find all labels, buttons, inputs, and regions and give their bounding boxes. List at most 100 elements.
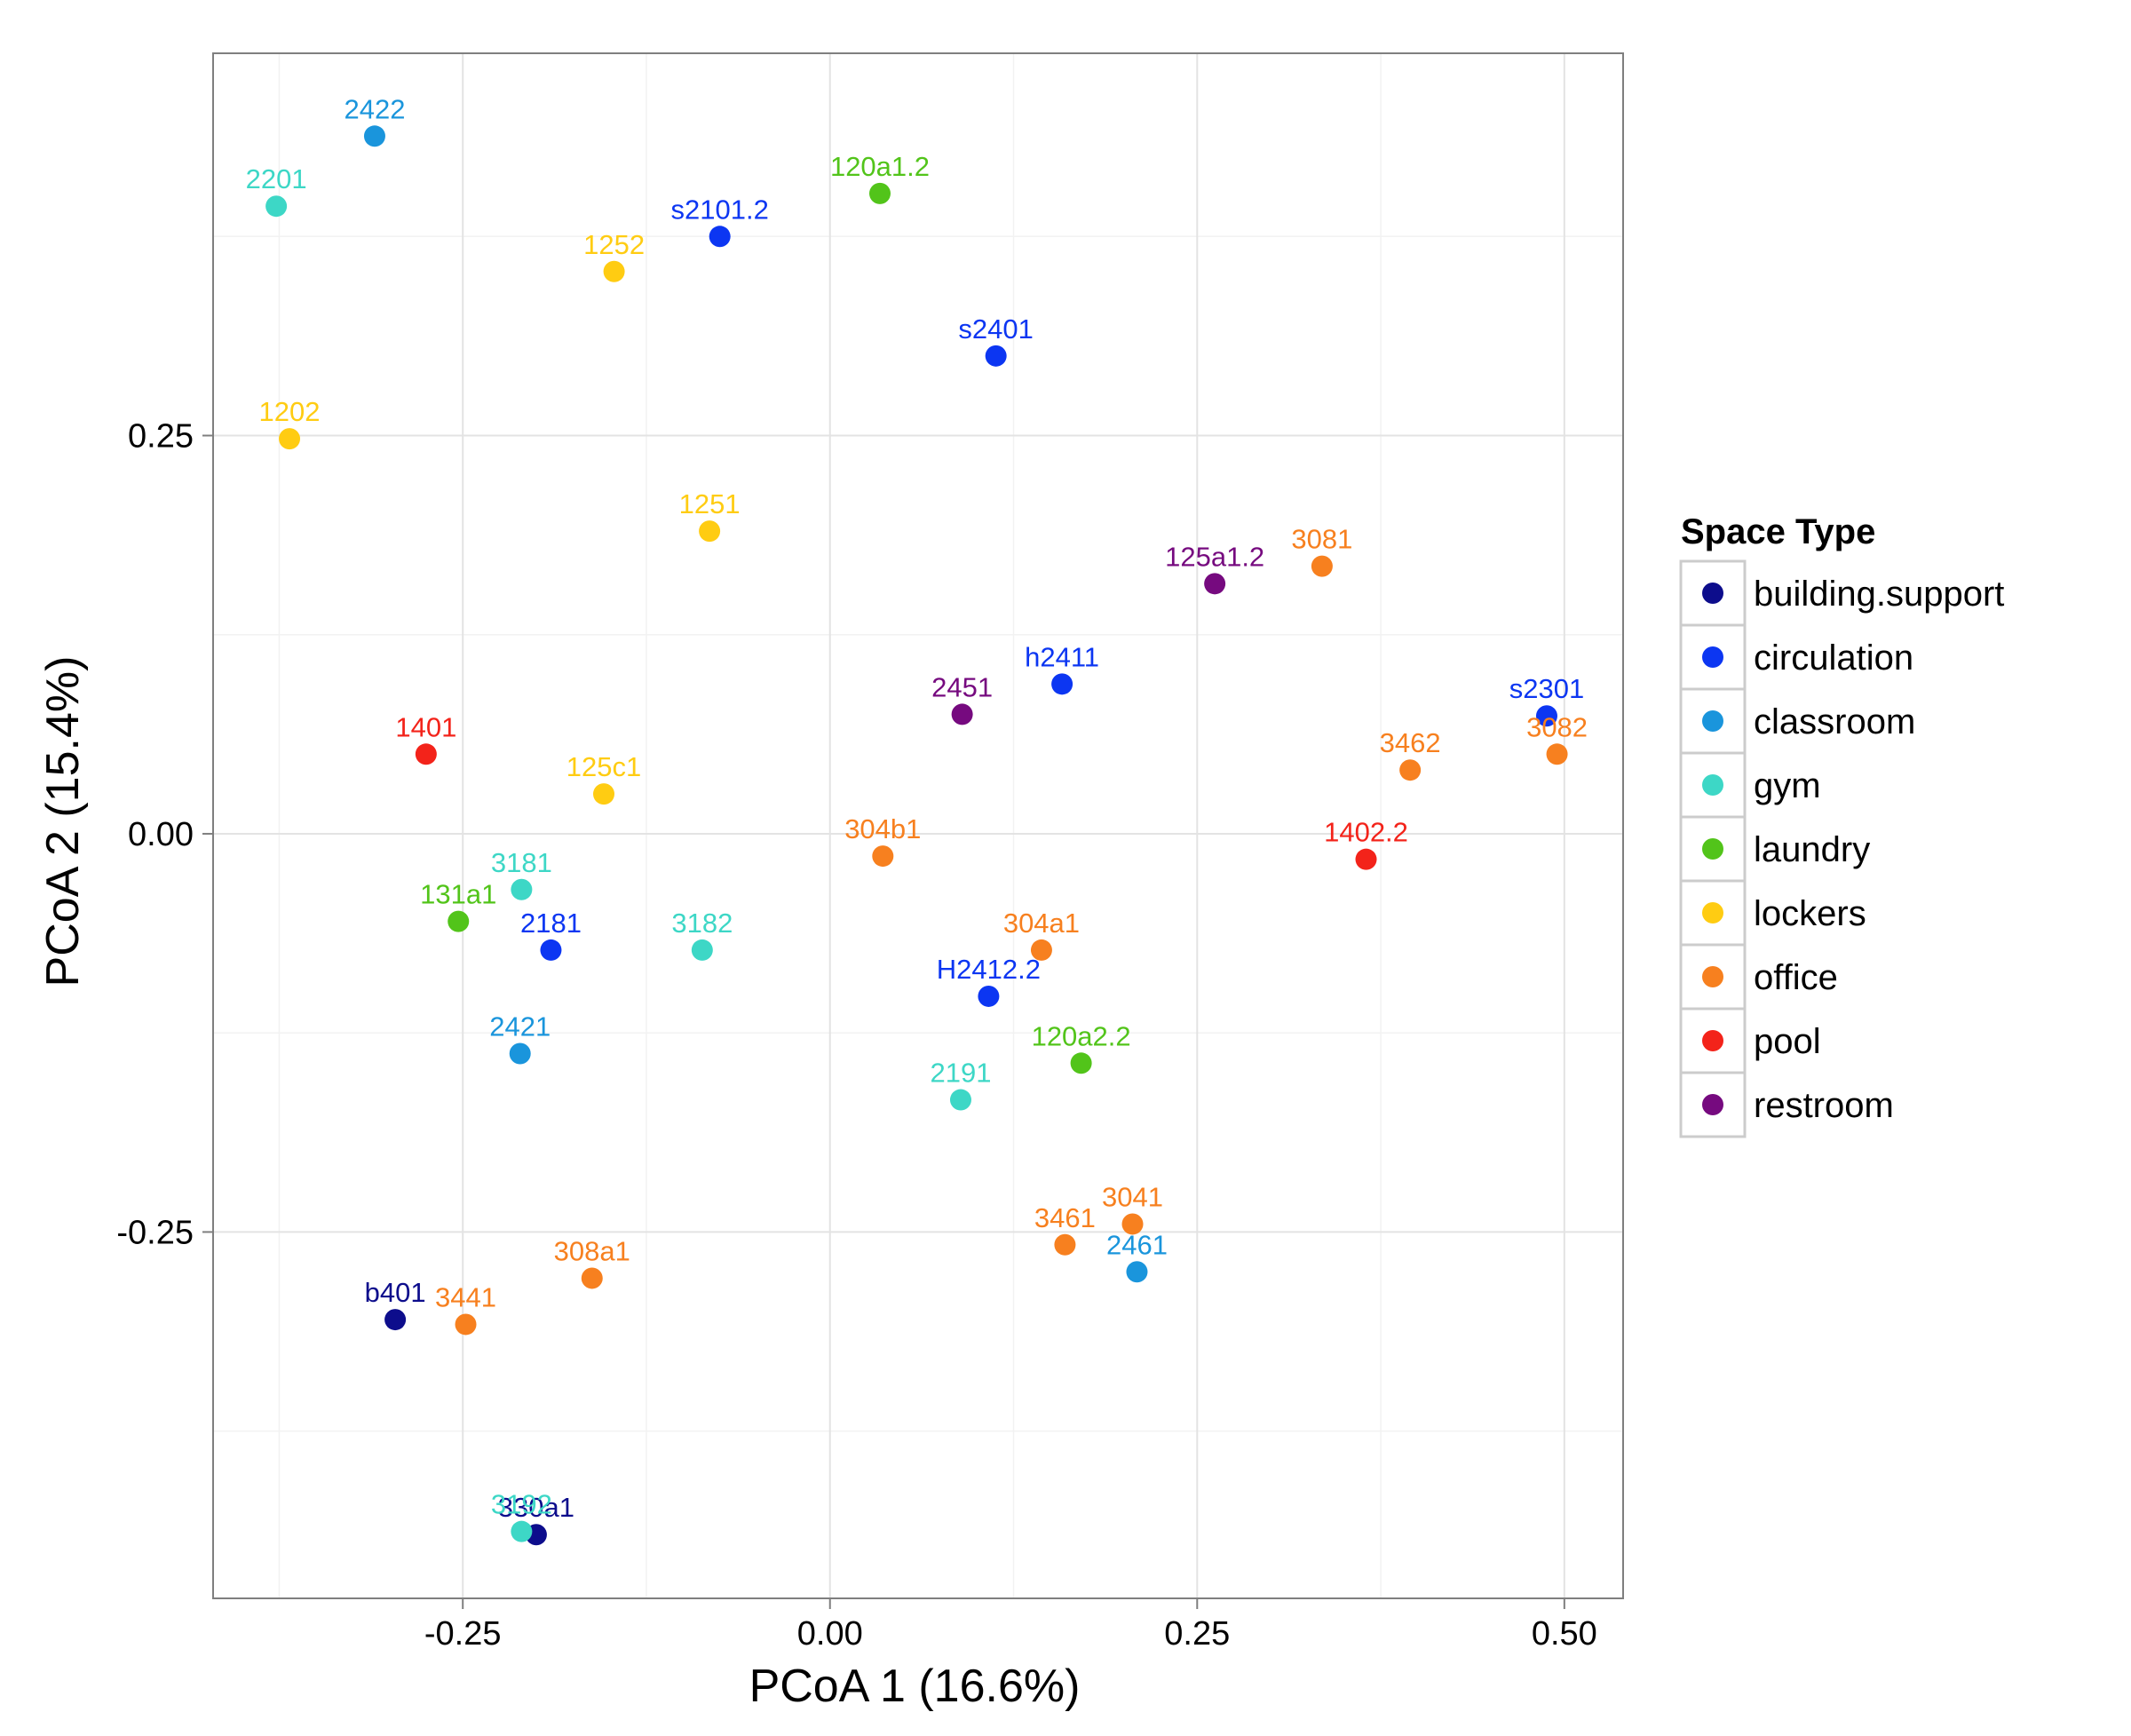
legend-key [1679, 1071, 1747, 1138]
point-label: 3041 [1102, 1181, 1163, 1212]
legend-label: laundry [1754, 830, 1870, 869]
data-point [593, 783, 615, 805]
legend: Space Type building.support circulation cla… [1679, 512, 2004, 1138]
legend-label: lockers [1754, 894, 1866, 933]
point-label: h2411 [1025, 641, 1099, 672]
point-label: 1252 [583, 229, 645, 260]
point-label: 3192 [491, 1489, 552, 1520]
point-label: 2181 [520, 908, 582, 939]
data-point [1204, 573, 1226, 595]
point-label: 125c1 [566, 751, 641, 782]
point-label: b401 [365, 1277, 426, 1308]
legend-label: office [1754, 958, 1838, 997]
data-point [691, 939, 713, 961]
point-label: 3181 [491, 847, 552, 878]
point-label: 304b1 [844, 813, 921, 844]
point-label: s2301 [1509, 673, 1584, 704]
axes: -0.25 0.00 0.25 0.50 -0.25 0.00 0.25 [116, 52, 1624, 1653]
point-label: 2461 [1106, 1229, 1168, 1260]
point-label: 308a1 [554, 1235, 630, 1266]
point-label: 1251 [679, 488, 741, 519]
legend-marker [1702, 646, 1723, 668]
point-label: 1401 [395, 711, 456, 742]
plot-background [213, 53, 1623, 1598]
legend-label: circulation [1754, 638, 1913, 678]
legend-marker [1702, 902, 1723, 923]
data-point [1399, 759, 1422, 781]
plot-border [212, 52, 1624, 1599]
legend-label: building.support [1754, 575, 2004, 614]
point-label: 3461 [1034, 1202, 1096, 1233]
y-axis-title: PCoA 2 (15.4%) [37, 656, 89, 987]
data-point [265, 195, 288, 218]
point-label: 304a1 [1003, 908, 1080, 939]
legend-marker [1702, 1094, 1723, 1115]
data-point [1311, 555, 1333, 577]
data-point [415, 743, 437, 765]
data-point [1121, 1213, 1144, 1235]
x-tick-label: -0.25 [424, 1615, 502, 1653]
point-labels: b401 330a1 s2101.2 s2401 h2411 s2301 2181 H2412… [246, 93, 1588, 1523]
data-point [363, 125, 385, 147]
point-label: 2422 [344, 93, 405, 124]
x-tick-label: 0.25 [1164, 1615, 1230, 1653]
data-point [951, 703, 973, 725]
data-point [509, 1042, 531, 1065]
legend-marker [1702, 1030, 1723, 1051]
point-label: 125a1.2 [1165, 541, 1264, 572]
data-point [978, 985, 1000, 1007]
data-point [699, 520, 721, 543]
data-point [949, 1089, 971, 1111]
data-point [1355, 848, 1377, 870]
point-label: 120a1.2 [830, 151, 930, 182]
legend-label: pool [1754, 1022, 1821, 1061]
data-point [872, 845, 894, 868]
data-point [985, 345, 1007, 367]
x-axis-title: PCoA 1 (16.6%) [749, 1661, 1081, 1712]
grid-lines [213, 53, 1623, 1598]
legend-marker [1702, 710, 1723, 732]
data-point [1535, 705, 1557, 727]
y-tick-label: 0.25 [128, 418, 194, 456]
data-point [868, 182, 891, 204]
point-label: 3441 [435, 1281, 496, 1312]
data-point [384, 1309, 407, 1331]
legend-title: Space Type [1681, 512, 1875, 551]
legend-marker [1702, 583, 1723, 604]
point-label: H2412.2 [937, 954, 1041, 985]
data-point [1051, 673, 1073, 695]
point-label: 3182 [671, 908, 733, 939]
data-point [1546, 743, 1568, 765]
legend-marker [1702, 966, 1723, 987]
data-point [1054, 1233, 1076, 1256]
point-label: s2101.2 [671, 194, 769, 225]
y-tick-label: -0.25 [116, 1214, 194, 1251]
legend-label: restroom [1754, 1086, 1894, 1125]
legend-marker [1702, 774, 1723, 796]
plot-panel [213, 53, 1623, 1598]
point-label: 2451 [931, 671, 993, 702]
point-label: s2401 [958, 313, 1033, 345]
y-tick-label: 0.00 [128, 816, 194, 853]
data-point [1030, 939, 1052, 961]
data-point [540, 939, 562, 961]
data-point [448, 910, 470, 932]
point-label: 131a1 [420, 879, 496, 910]
legend-marker [1702, 838, 1723, 860]
point-label: 1202 [259, 396, 321, 427]
legend-label: classroom [1754, 702, 1915, 741]
data-point [1070, 1052, 1092, 1074]
data-point [455, 1313, 477, 1336]
point-label: 3082 [1526, 711, 1588, 742]
data-point [603, 260, 625, 282]
data-point [709, 226, 731, 248]
point-label: 3081 [1291, 524, 1352, 555]
legend-label: gym [1754, 766, 1821, 805]
point-label: 3462 [1380, 727, 1441, 758]
data-point [279, 428, 301, 450]
x-tick-label: 0.50 [1532, 1615, 1597, 1653]
data-point [511, 1520, 533, 1542]
data-point [581, 1267, 603, 1289]
